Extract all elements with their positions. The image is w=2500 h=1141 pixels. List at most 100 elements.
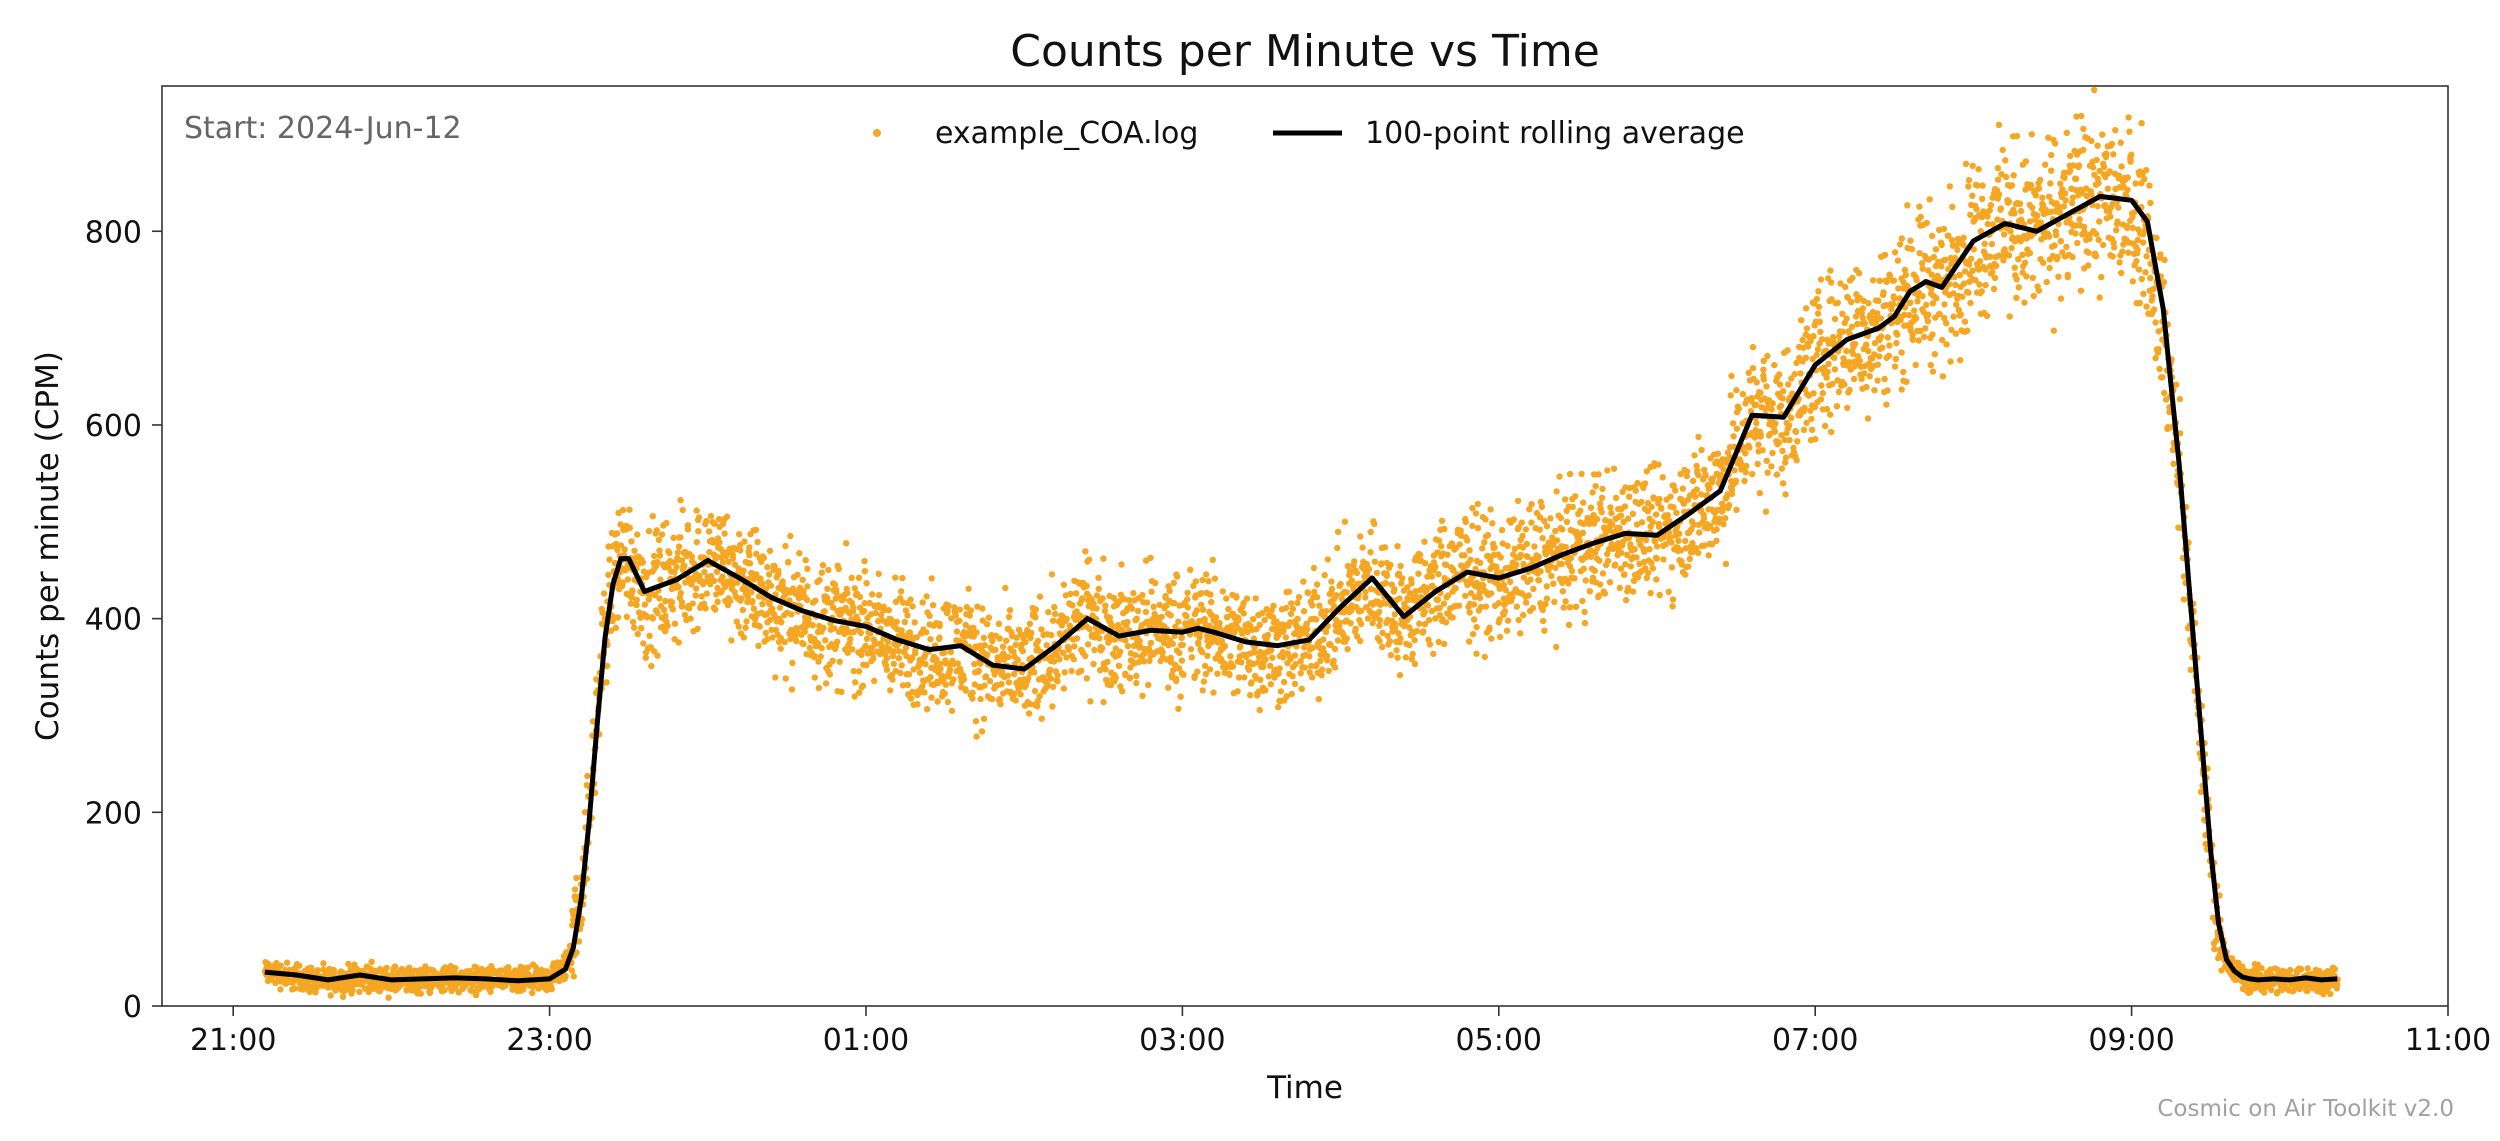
- scatter-point: [2101, 202, 2109, 209]
- scatter-point: [1539, 535, 1546, 542]
- scatter-point: [1914, 298, 1921, 305]
- scatter-point: [1383, 572, 1391, 579]
- scatter-point: [2075, 162, 2083, 169]
- scatter-point: [710, 577, 718, 584]
- scatter-point: [573, 949, 580, 956]
- scatter-point: [1139, 592, 1146, 599]
- scatter-point: [630, 624, 638, 631]
- scatter-point: [2110, 239, 2117, 246]
- scatter-point: [1177, 693, 1184, 700]
- scatter-point: [861, 568, 868, 575]
- scatter-point: [1762, 508, 1770, 515]
- scatter-point: [1842, 283, 1849, 291]
- scatter-point: [948, 707, 956, 714]
- scatter-point: [623, 613, 630, 621]
- scatter-point: [897, 588, 905, 595]
- scatter-point: [654, 652, 661, 659]
- scatter-point: [811, 652, 818, 660]
- scatter-point: [1143, 599, 1151, 606]
- scatter-point: [2104, 185, 2111, 192]
- scatter-point: [1386, 638, 1394, 645]
- scatter-point: [1531, 543, 1538, 550]
- scatter-point: [1276, 665, 1283, 672]
- scatter-point: [1669, 603, 1676, 610]
- scatter-point: [1865, 300, 1872, 307]
- scatter-point: [1923, 301, 1930, 309]
- scatter-point: [2099, 131, 2106, 138]
- scatter-point: [1910, 336, 1917, 343]
- scatter-point: [1843, 347, 1850, 355]
- scatter-point: [2037, 176, 2044, 184]
- scatter-point: [851, 693, 858, 700]
- scatter-point: [2152, 354, 2159, 362]
- scatter-point: [1197, 590, 1205, 597]
- scatter-point: [1548, 572, 1555, 580]
- scatter-point: [487, 988, 494, 995]
- scatter-point: [2156, 365, 2163, 373]
- scatter-point: [1069, 602, 1076, 609]
- scatter-point: [1095, 574, 1102, 581]
- scatter-point: [1975, 166, 1982, 173]
- scatter-point: [1261, 616, 1268, 624]
- scatter-point: [1808, 415, 1815, 423]
- scatter-point: [1399, 575, 1406, 582]
- scatter-point: [1722, 560, 1730, 568]
- scatter-point: [1742, 450, 1749, 457]
- scatter-point: [694, 625, 701, 632]
- scatter-point: [525, 964, 532, 971]
- scatter-point: [849, 608, 857, 615]
- scatter-point: [1461, 552, 1468, 559]
- scatter-point: [1101, 607, 1109, 615]
- scatter-point: [283, 959, 291, 966]
- scatter-point: [1874, 377, 1881, 384]
- scatter-point: [1633, 554, 1640, 561]
- scatter-point: [725, 558, 732, 566]
- scatter-point: [901, 618, 908, 626]
- scatter-point: [857, 629, 865, 637]
- scatter-point: [772, 626, 780, 634]
- scatter-point: [1638, 519, 1646, 526]
- scatter-point: [1523, 540, 1531, 548]
- scatter-point: [1785, 422, 1793, 429]
- scatter-point: [1328, 578, 1335, 585]
- scatter-point: [1313, 616, 1320, 623]
- scatter-point: [2159, 374, 2166, 381]
- scatter-point: [1943, 341, 1950, 348]
- scatter-point: [1632, 487, 1639, 494]
- scatter-point: [1498, 526, 1506, 534]
- scatter-point: [1956, 272, 1964, 279]
- scatter-point: [1813, 295, 1821, 303]
- scatter-point: [1978, 288, 1986, 295]
- scatter-point: [1797, 370, 1804, 377]
- scatter-point: [916, 669, 924, 676]
- scatter-point: [866, 599, 873, 607]
- scatter-point: [1082, 652, 1089, 660]
- scatter-point: [1056, 656, 1063, 663]
- scatter-point: [391, 963, 399, 970]
- scatter-point: [1347, 620, 1354, 627]
- scatter-point: [654, 609, 661, 617]
- scatter-point: [1879, 344, 1886, 351]
- scatter-point: [804, 583, 811, 590]
- scatter-point: [1391, 586, 1398, 593]
- scatter-point: [1917, 213, 1925, 221]
- scatter-point: [1529, 604, 1537, 612]
- scatter-point: [2114, 218, 2121, 225]
- scatter-point: [766, 600, 773, 608]
- scatter-point: [883, 655, 891, 662]
- scatter-point: [1152, 579, 1159, 587]
- scatter-point: [1367, 528, 1374, 536]
- scatter-point: [1859, 314, 1866, 321]
- scatter-point: [905, 671, 913, 678]
- scatter-point: [1466, 638, 1473, 645]
- scatter-point: [1786, 436, 1793, 444]
- scatter-point: [762, 629, 769, 637]
- scatter-point: [777, 645, 784, 652]
- scatter-point: [897, 669, 904, 677]
- scatter-point: [2057, 295, 2065, 302]
- scatter-point: [1904, 202, 1911, 209]
- scatter-point: [1227, 653, 1234, 660]
- scatter-point: [954, 660, 961, 667]
- scatter-point: [1903, 378, 1910, 385]
- scatter-point: [1426, 641, 1434, 648]
